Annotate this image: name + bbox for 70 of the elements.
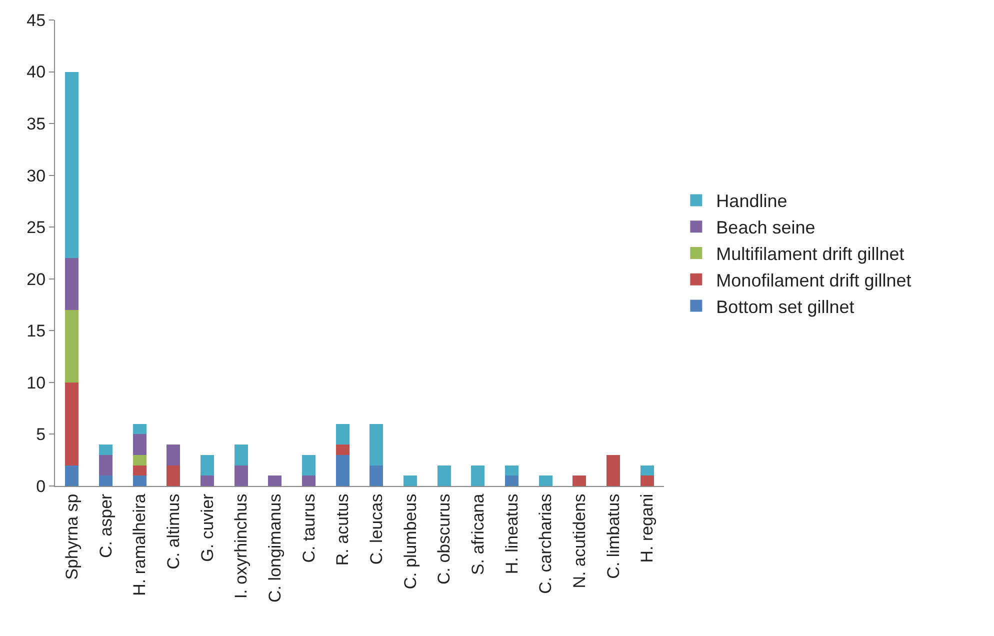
x-tick-label: Sphyrna sp <box>62 494 82 580</box>
bar <box>403 476 418 486</box>
x-tick-label: S. africana <box>468 493 488 576</box>
bar <box>336 424 350 445</box>
legend-label: Multifilament drift gillnet <box>716 244 904 264</box>
bar <box>504 465 519 476</box>
legend-label: Monofilament drift gillnet <box>716 270 912 290</box>
x-tick-label: C. carcharias <box>536 494 556 594</box>
bar <box>437 465 451 486</box>
x-tick-label: I. oxyrhinchus <box>232 494 251 599</box>
bar <box>98 454 113 476</box>
bar <box>132 476 146 486</box>
bar <box>640 465 654 476</box>
bar <box>606 454 620 486</box>
bar <box>65 258 79 310</box>
x-tick-label: C. asper <box>96 493 116 558</box>
y-tick-label: 30 <box>26 166 46 186</box>
bar <box>65 465 79 486</box>
x-tick-label: C. longimanus <box>265 494 284 602</box>
bar <box>65 310 79 382</box>
x-tick-label: H. lineatus <box>502 494 522 574</box>
bar <box>336 444 350 455</box>
bar <box>132 465 146 476</box>
bar <box>370 465 384 486</box>
bar <box>132 434 146 455</box>
x-tick-label: G. cuvier <box>198 493 217 562</box>
bar <box>504 476 519 486</box>
bar <box>166 444 180 466</box>
bar <box>471 465 485 486</box>
x-tick-label: C. altimus <box>164 494 183 570</box>
x-tick-label: C. obscurus <box>434 494 454 585</box>
x-tick-label: H. regani <box>638 494 657 563</box>
bar <box>370 424 384 466</box>
y-tick-label: 25 <box>26 218 46 238</box>
bar <box>65 382 79 466</box>
legend-label: Handline <box>716 191 788 212</box>
legend-label: Bottom set gillnet <box>716 296 854 317</box>
bar <box>302 476 316 486</box>
bar <box>302 454 316 476</box>
bar <box>166 465 180 486</box>
bar <box>268 476 282 486</box>
bar <box>200 454 214 476</box>
y-tick-label: 20 <box>26 270 46 289</box>
bar <box>132 454 146 466</box>
x-tick-label: C. taurus <box>299 494 318 563</box>
bar <box>132 424 146 434</box>
bar <box>65 72 79 258</box>
x-tick-label: C. limbatus <box>604 494 623 579</box>
bar <box>538 476 552 486</box>
bar <box>234 444 248 466</box>
y-tick-label: 35 <box>26 114 46 134</box>
x-tick-label: C. plumbeus <box>400 494 420 590</box>
x-tick-label: N. acutidens <box>570 494 589 588</box>
y-tick-label: 5 <box>36 425 46 444</box>
y-tick-label: 40 <box>26 62 46 82</box>
y-tick-label: 0 <box>36 476 46 496</box>
bar <box>200 476 214 486</box>
y-tick-label: 15 <box>26 322 46 341</box>
bar <box>640 476 654 486</box>
bar <box>336 454 350 486</box>
y-tick-label: 10 <box>26 373 46 392</box>
legend-label: Beach seine <box>716 218 816 238</box>
x-tick-label: C. leucas <box>366 494 386 565</box>
bar <box>98 444 113 455</box>
bar <box>234 465 248 486</box>
x-tick-label: H. ramalheira <box>130 493 150 596</box>
x-tick-label: R. acutus <box>333 494 352 566</box>
y-tick-label: 45 <box>26 10 46 30</box>
bar <box>98 476 113 486</box>
bar <box>572 476 586 486</box>
